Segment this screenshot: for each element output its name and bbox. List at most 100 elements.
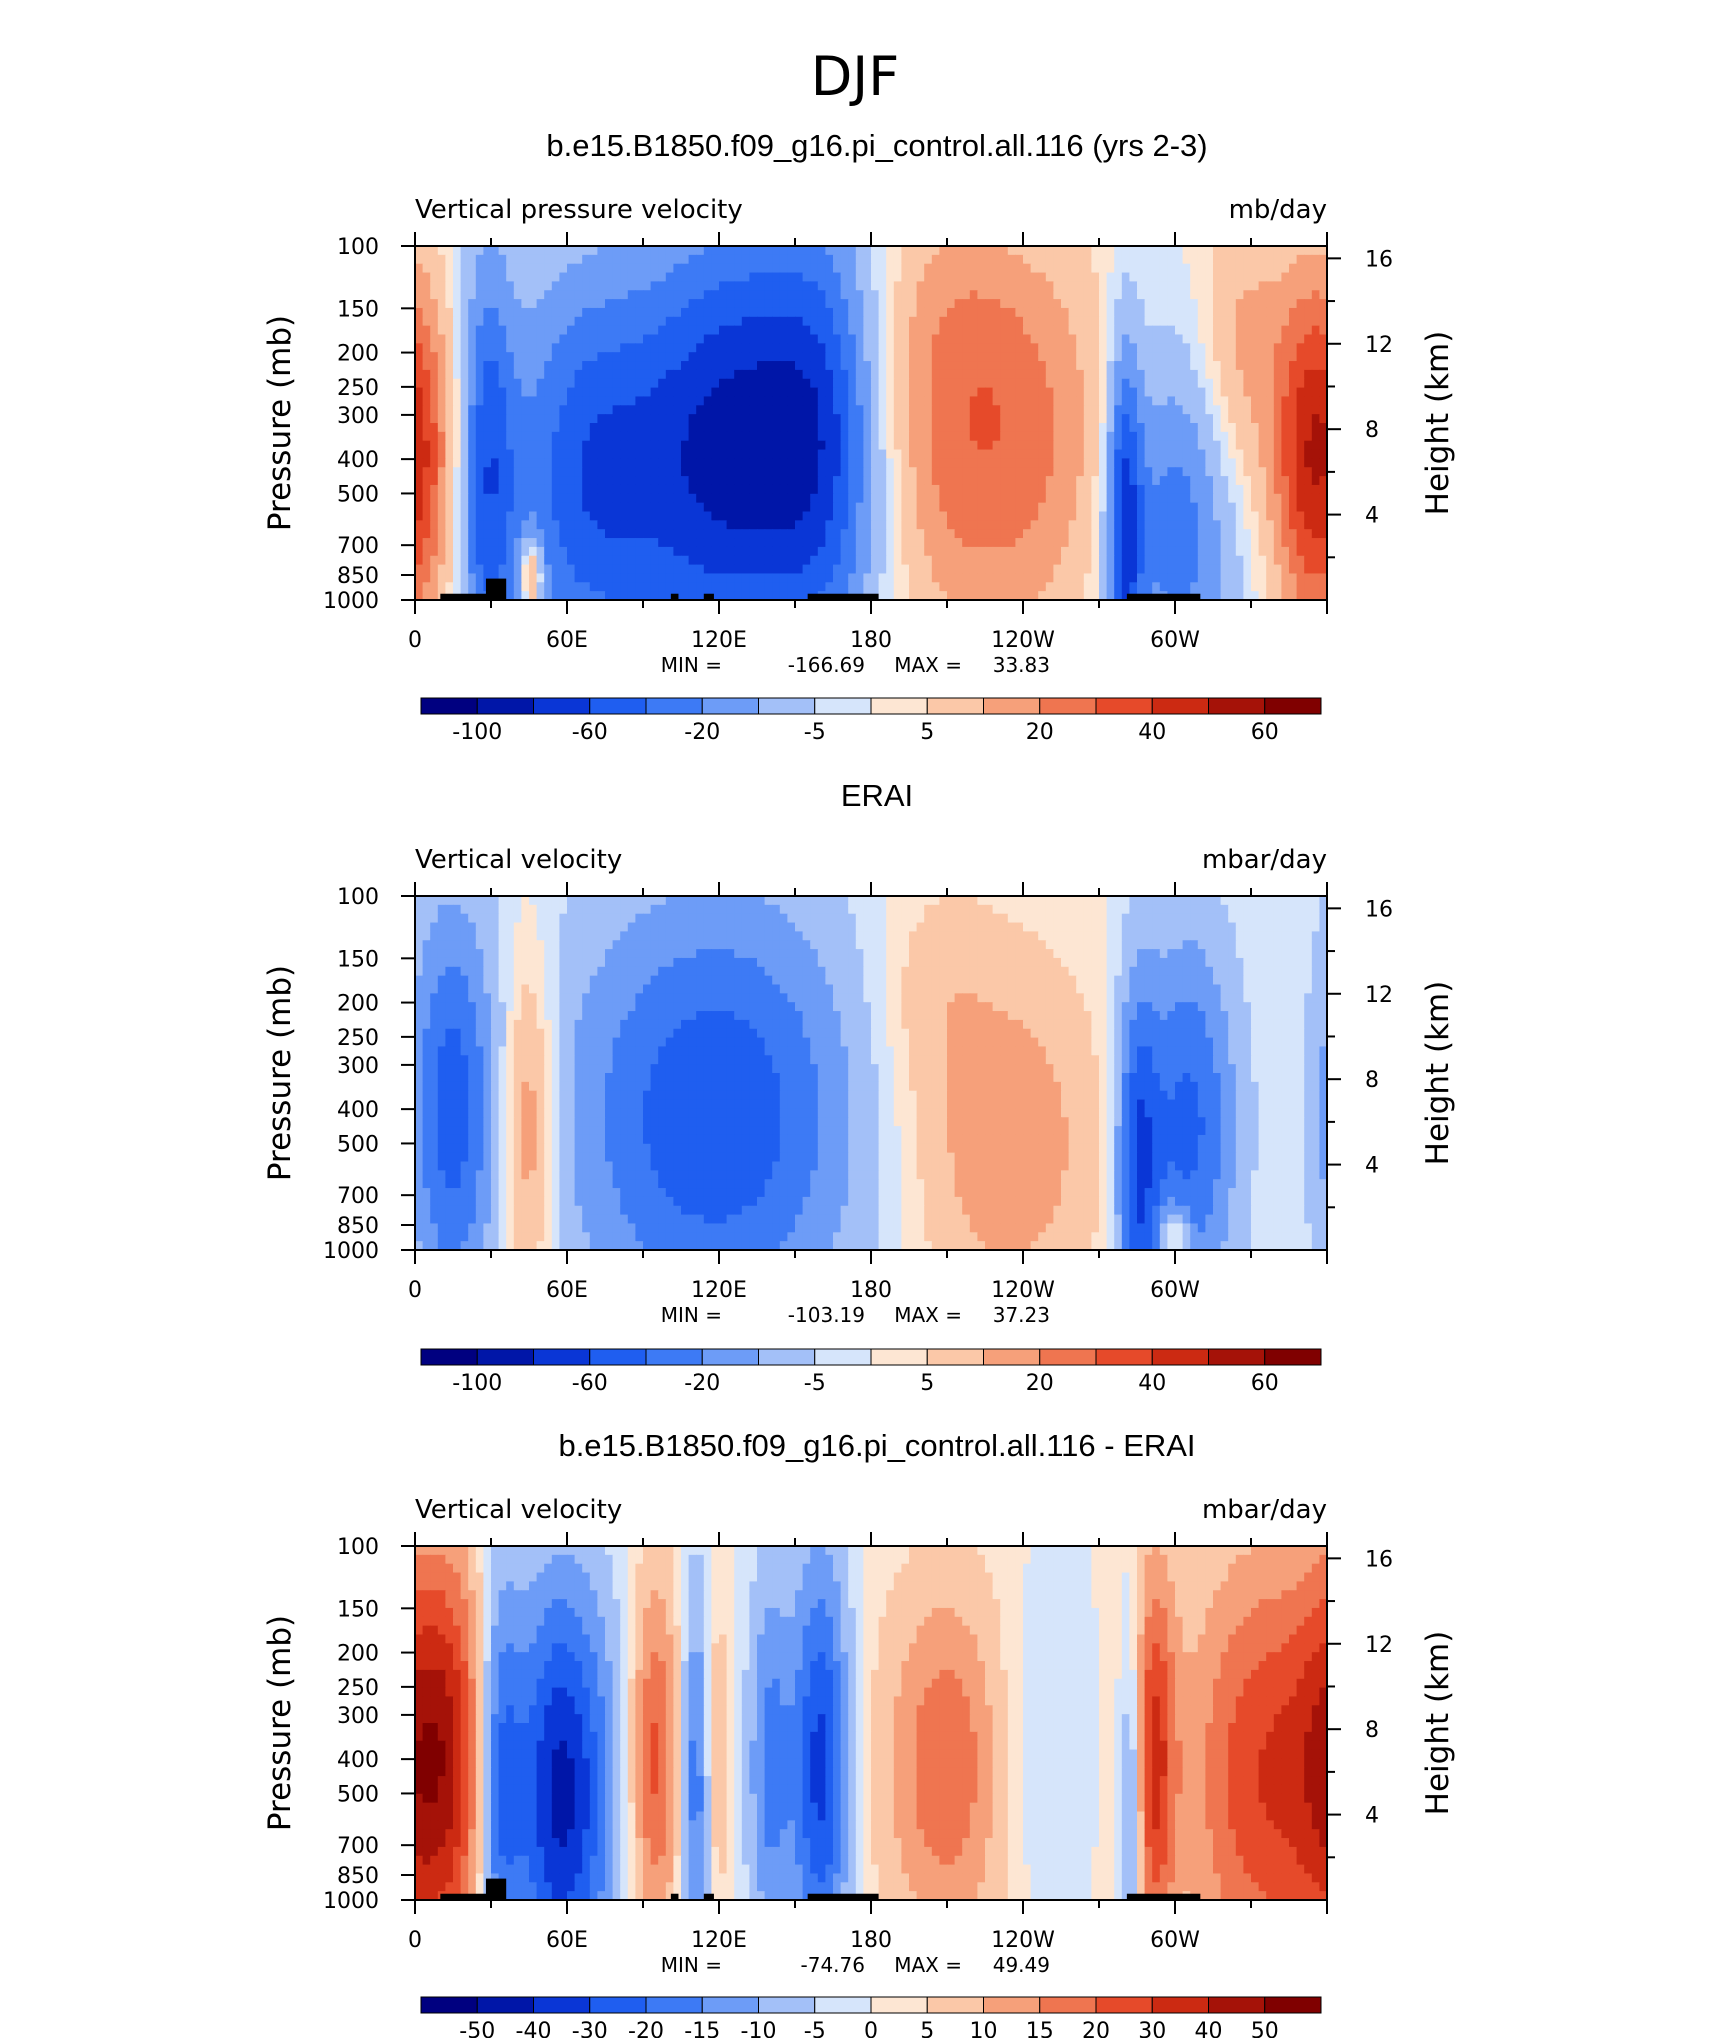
field-cell — [924, 405, 933, 415]
field-cell — [863, 316, 872, 327]
field-cell — [992, 896, 1001, 906]
field-cell — [1311, 484, 1320, 495]
field-cell — [901, 467, 910, 477]
field-cell — [567, 307, 576, 318]
field-cell — [491, 254, 500, 265]
field-cell — [802, 896, 811, 906]
field-cell — [430, 458, 439, 468]
field-cell — [1137, 573, 1146, 583]
field-cell — [1015, 431, 1024, 442]
field-cell — [977, 582, 986, 592]
field-cell — [513, 263, 522, 274]
field-cell — [1175, 467, 1184, 477]
field-cell — [1296, 361, 1305, 371]
field-cell — [893, 467, 902, 477]
field-cell — [1076, 467, 1085, 477]
field-cell — [802, 387, 811, 398]
field-cell — [802, 369, 811, 380]
field-cell — [1137, 493, 1146, 504]
field-cell — [931, 591, 940, 601]
field-cell — [665, 307, 674, 318]
field-cell — [605, 334, 614, 344]
field-cell — [1190, 511, 1199, 521]
field-cell — [1099, 546, 1108, 557]
field-cell — [1121, 555, 1130, 566]
field-cell — [1159, 387, 1168, 398]
field-cell — [650, 591, 659, 601]
field-cell — [810, 423, 819, 433]
field-cell — [536, 538, 545, 548]
field-cell — [620, 290, 629, 300]
field-cell — [605, 511, 614, 521]
field-cell — [635, 414, 644, 424]
field-cell — [825, 449, 834, 459]
field-cell — [1053, 546, 1062, 557]
field-cell — [1083, 246, 1092, 256]
field-cell — [513, 493, 522, 504]
field-cell — [582, 546, 591, 557]
field-cell — [559, 449, 568, 459]
panel-units-label: mb/day — [1229, 195, 1327, 225]
field-cell — [1030, 254, 1039, 265]
field-cell — [513, 529, 522, 539]
field-cell — [1243, 423, 1252, 433]
field-cell — [521, 361, 530, 371]
field-cell — [1319, 458, 1328, 468]
field-cell — [521, 529, 530, 539]
field-cell — [1243, 502, 1252, 513]
field-cell — [1121, 281, 1130, 291]
field-cell — [673, 582, 682, 592]
field-cell — [1197, 529, 1206, 539]
field-cell — [612, 546, 621, 557]
x-tick-label: 60W — [1150, 628, 1200, 653]
field-cell — [681, 263, 690, 274]
field-cell — [795, 538, 804, 548]
field-cell — [931, 316, 940, 327]
field-cell — [696, 405, 705, 415]
field-cell — [1007, 387, 1016, 398]
field-cell — [1061, 538, 1070, 548]
field-cell — [795, 449, 804, 459]
field-cell — [726, 281, 735, 291]
field-cell — [810, 281, 819, 291]
field-cell — [521, 387, 530, 398]
field-cell — [1000, 316, 1009, 327]
field-cell — [1251, 414, 1260, 424]
field-cell — [1281, 396, 1290, 406]
field-cell — [719, 896, 728, 906]
field-cell — [711, 529, 720, 539]
field-cell — [605, 529, 614, 539]
field-cell — [924, 396, 933, 406]
field-cell — [460, 458, 469, 468]
field-cell — [1289, 378, 1298, 389]
field-cell — [582, 484, 591, 495]
field-cell — [1258, 254, 1267, 265]
field-cell — [1258, 387, 1267, 398]
field-cell — [947, 325, 956, 336]
field-cell — [1053, 582, 1062, 592]
field-cell — [1311, 334, 1320, 344]
field-cell — [544, 316, 553, 327]
field-cell — [658, 573, 667, 583]
field-cell — [878, 538, 887, 548]
field-cell — [460, 343, 469, 353]
field-cell — [567, 423, 576, 433]
field-cell — [1213, 352, 1222, 362]
field-cell — [574, 423, 583, 433]
field-cell — [1190, 246, 1199, 256]
field-cell — [1099, 467, 1108, 477]
field-cell — [635, 396, 644, 406]
field-cell — [673, 511, 682, 521]
field-cell — [589, 325, 598, 336]
field-cell — [931, 467, 940, 477]
field-cell — [1083, 511, 1092, 521]
field-cell — [764, 529, 773, 539]
right-tick-label: 4 — [1365, 504, 1379, 529]
field-cell — [954, 896, 963, 906]
field-cell — [749, 369, 758, 380]
field-cell — [415, 281, 424, 291]
field-cell — [1190, 281, 1199, 291]
field-cell — [719, 529, 728, 539]
field-cell — [1159, 272, 1168, 282]
field-cell — [589, 361, 598, 371]
